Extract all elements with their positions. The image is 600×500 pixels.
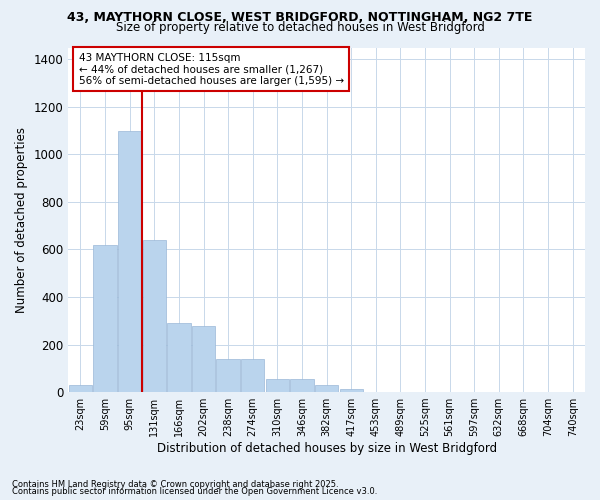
Text: 43 MAYTHORN CLOSE: 115sqm
← 44% of detached houses are smaller (1,267)
56% of se: 43 MAYTHORN CLOSE: 115sqm ← 44% of detac… [79,52,344,86]
Bar [69,385,92,392]
Bar [118,130,142,392]
Bar [167,323,191,392]
Bar [192,326,215,392]
X-axis label: Distribution of detached houses by size in West Bridgford: Distribution of detached houses by size … [157,442,497,455]
Bar [340,388,363,392]
Bar [217,359,240,392]
Text: Contains HM Land Registry data © Crown copyright and database right 2025.: Contains HM Land Registry data © Crown c… [12,480,338,489]
Bar [290,379,314,392]
Text: Size of property relative to detached houses in West Bridgford: Size of property relative to detached ho… [116,22,484,35]
Bar [266,379,289,392]
Bar [241,359,265,392]
Bar [315,385,338,392]
Text: Contains public sector information licensed under the Open Government Licence v3: Contains public sector information licen… [12,488,377,496]
Text: 43, MAYTHORN CLOSE, WEST BRIDGFORD, NOTTINGHAM, NG2 7TE: 43, MAYTHORN CLOSE, WEST BRIDGFORD, NOTT… [67,11,533,24]
Bar [143,240,166,392]
Bar [94,244,117,392]
Y-axis label: Number of detached properties: Number of detached properties [15,127,28,313]
